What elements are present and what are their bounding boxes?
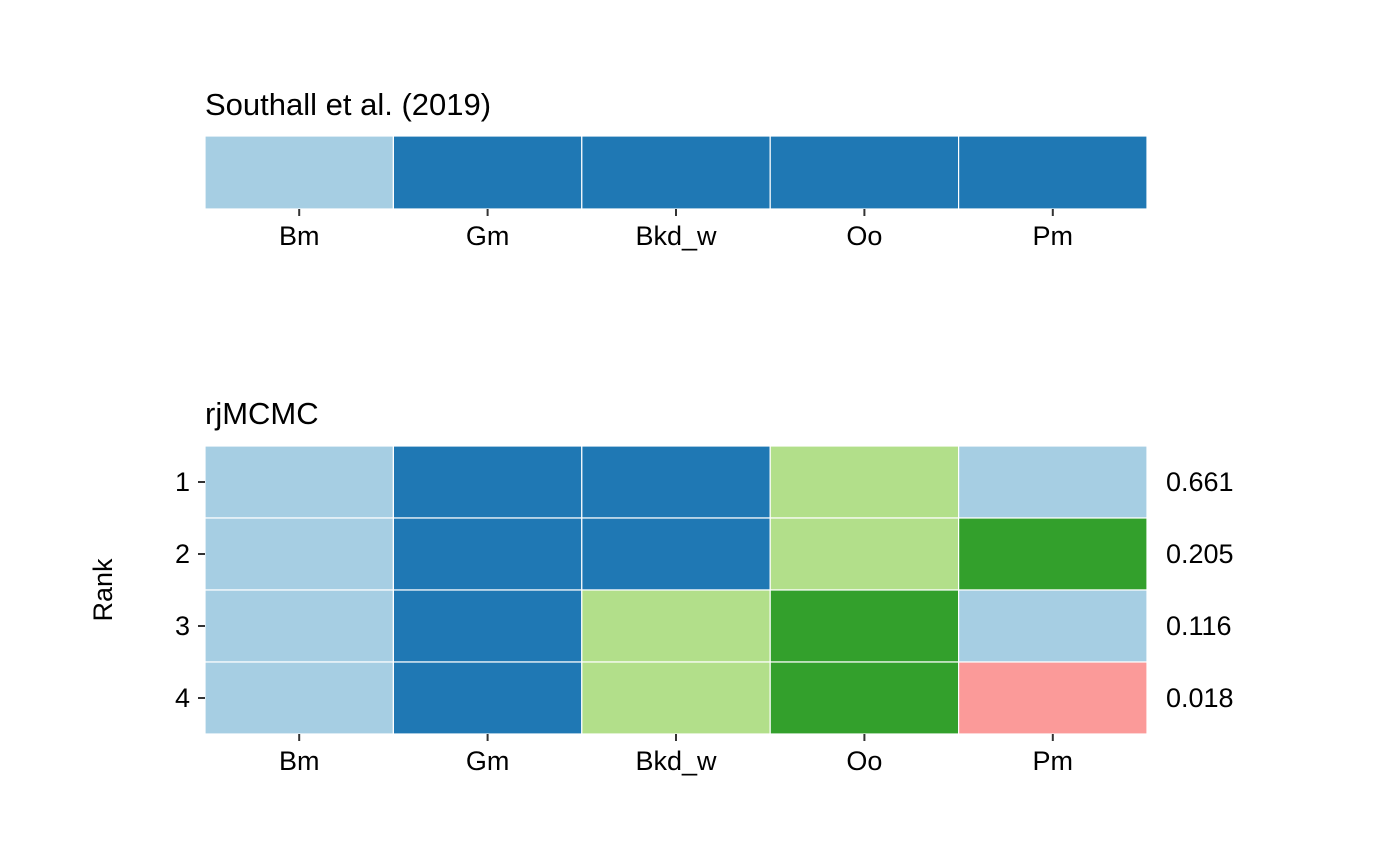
y-tick-label: 4 (175, 683, 190, 713)
x-tick-label: Bkd_w (635, 746, 717, 776)
cell-rank-2-bkd-w (581, 517, 771, 591)
cell-rank-4-oo (769, 661, 960, 735)
cell-rank-4-bm (204, 661, 394, 735)
x-tick-label: Gm (466, 746, 510, 776)
cell-southall-pm (957, 135, 1148, 210)
x-tick-label: Bkd_w (635, 221, 717, 251)
probability-label: 0.205 (1166, 539, 1234, 569)
rjmcmc-x-axis: Bm Gm Bkd_w Oo Pm (279, 734, 1073, 776)
cell-southall-bm (204, 135, 394, 210)
x-tick-label: Gm (466, 221, 510, 251)
cell-rank-1-gm (392, 445, 583, 519)
cell-rank-4-bkd-w (581, 661, 771, 735)
cell-rank-2-oo (769, 517, 960, 591)
x-tick-label: Bm (279, 221, 320, 251)
cell-rank-3-bkd-w (581, 589, 771, 663)
x-tick-label: Bm (279, 746, 320, 776)
y-tick-label: 2 (175, 539, 190, 569)
x-tick-label: Oo (846, 221, 882, 251)
cell-rank-1-oo (769, 445, 960, 519)
probability-label: 0.116 (1166, 611, 1232, 641)
cell-southall-oo (769, 135, 960, 210)
cell-rank-2-bm (204, 517, 394, 591)
cell-rank-2-pm (957, 517, 1148, 591)
rjmcmc-cells (204, 445, 1148, 735)
x-tick-label: Pm (1033, 746, 1074, 776)
cell-rank-1-bm (204, 445, 394, 519)
rjmcmc-y-axis: 1 2 3 4 (175, 467, 205, 713)
cell-rank-4-gm (392, 661, 583, 735)
x-tick-label: Pm (1033, 221, 1074, 251)
cell-southall-gm (392, 135, 583, 210)
cell-rank-4-pm (957, 661, 1148, 735)
cell-rank-1-pm (957, 445, 1148, 519)
cell-rank-2-gm (392, 517, 583, 591)
y-tick-label: 3 (175, 611, 190, 641)
southall-panel: Southall et al. (2019) Bm Gm Bkd_w Oo Pm (204, 87, 1148, 251)
probability-label: 0.661 (1166, 467, 1234, 497)
cell-rank-3-bm (204, 589, 394, 663)
cell-rank-3-pm (957, 589, 1148, 663)
rjmcmc-panel: rjMCMC Bm Gm Bkd_w Oo Pm 1 2 3 4 0.661 0.205 0.11… (88, 396, 1234, 776)
y-tick-label: 1 (175, 467, 190, 497)
southall-x-axis: Bm Gm Bkd_w Oo Pm (279, 209, 1073, 251)
probability-label: 0.018 (1166, 683, 1234, 713)
rjmcmc-y-axis-title: Rank (88, 558, 118, 622)
rjmcmc-probabilities: 0.661 0.205 0.116 0.018 (1166, 467, 1234, 713)
cell-southall-bkd-w (581, 135, 771, 210)
cell-rank-3-gm (392, 589, 583, 663)
rjmcmc-panel-title: rjMCMC (205, 396, 319, 431)
southall-panel-title: Southall et al. (2019) (205, 87, 491, 122)
cell-rank-1-bkd-w (581, 445, 771, 519)
x-tick-label: Oo (846, 746, 882, 776)
cell-rank-3-oo (769, 589, 960, 663)
southall-cells (204, 135, 1148, 210)
